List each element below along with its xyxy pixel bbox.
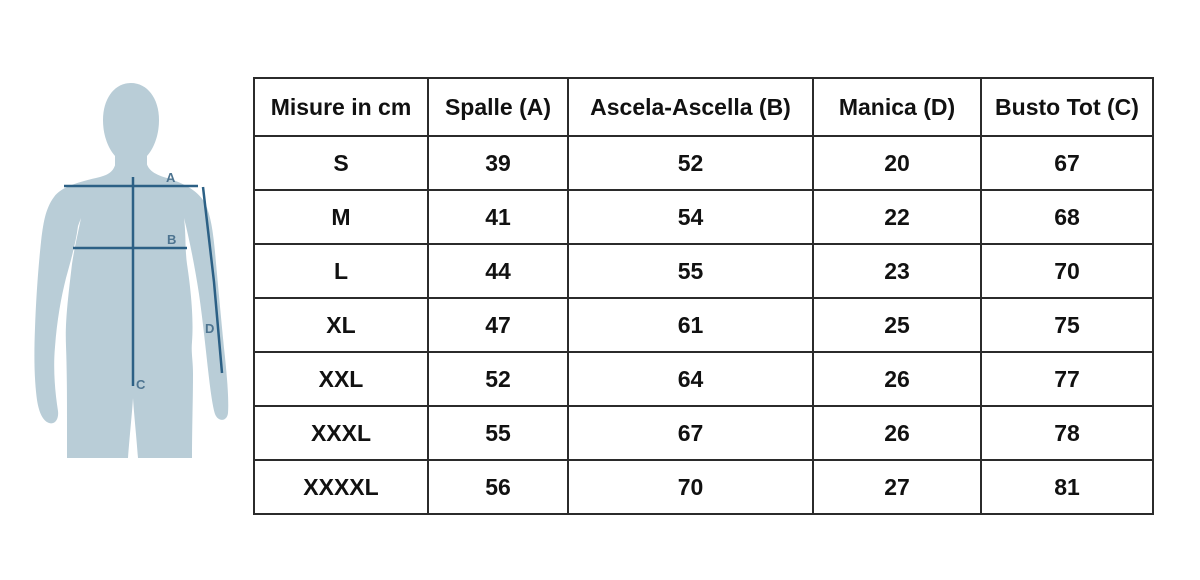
size-cell: S xyxy=(253,135,429,191)
measure-cell: 47 xyxy=(427,297,569,353)
table-row: XXL 52 64 26 77 xyxy=(253,351,1154,407)
measure-cell: 64 xyxy=(567,351,814,407)
size-cell: XXXL xyxy=(253,405,429,461)
silhouette-head xyxy=(103,83,159,162)
column-header: Busto Tot (C) xyxy=(980,77,1154,137)
size-table-header-row: Misure in cm Spalle (A) Ascela-Ascella (B)… xyxy=(253,77,1154,137)
table-row: L 44 55 23 70 xyxy=(253,243,1154,299)
table-row: S 39 52 20 67 xyxy=(253,135,1154,191)
label-a: A xyxy=(166,170,176,185)
measure-cell: 26 xyxy=(812,405,982,461)
measure-cell: 41 xyxy=(427,189,569,245)
measure-cell: 22 xyxy=(812,189,982,245)
table-row: M 41 54 22 68 xyxy=(253,189,1154,245)
size-cell: XXXXL xyxy=(253,459,429,515)
measure-cell: 61 xyxy=(567,297,814,353)
size-table: Misure in cm Spalle (A) Ascela-Ascella (B)… xyxy=(253,77,1154,515)
measure-cell: 67 xyxy=(980,135,1154,191)
measure-cell: 54 xyxy=(567,189,814,245)
measure-cell: 78 xyxy=(980,405,1154,461)
measure-cell: 27 xyxy=(812,459,982,515)
measure-cell: 20 xyxy=(812,135,982,191)
table-row: XXXL 55 67 26 78 xyxy=(253,405,1154,461)
column-header: Misure in cm xyxy=(253,77,429,137)
table-row: XL 47 61 25 75 xyxy=(253,297,1154,353)
measure-cell: 55 xyxy=(567,243,814,299)
sleeve-line-d xyxy=(201,186,224,374)
measure-cell: 75 xyxy=(980,297,1154,353)
measure-cell: 70 xyxy=(980,243,1154,299)
label-d: D xyxy=(205,321,214,336)
size-cell: XXL xyxy=(253,351,429,407)
measure-cell: 23 xyxy=(812,243,982,299)
measure-cell: 26 xyxy=(812,351,982,407)
measure-cell: 56 xyxy=(427,459,569,515)
measure-cell: 68 xyxy=(980,189,1154,245)
measure-cell: 52 xyxy=(427,351,569,407)
column-header: Ascela-Ascella (B) xyxy=(567,77,814,137)
measure-cell: 77 xyxy=(980,351,1154,407)
measure-cell: 25 xyxy=(812,297,982,353)
measure-cell: 55 xyxy=(427,405,569,461)
measure-cell: 52 xyxy=(567,135,814,191)
measure-cell: 39 xyxy=(427,135,569,191)
label-c: C xyxy=(136,377,146,392)
measure-cell: 70 xyxy=(567,459,814,515)
column-header: Spalle (A) xyxy=(427,77,569,137)
table-row: XXXXL 56 70 27 81 xyxy=(253,459,1154,515)
measure-cell: 67 xyxy=(567,405,814,461)
measure-cell: 44 xyxy=(427,243,569,299)
size-cell: XL xyxy=(253,297,429,353)
body-silhouette-svg: A B C D xyxy=(34,83,229,458)
size-cell: M xyxy=(253,189,429,245)
silhouette-body xyxy=(34,158,229,458)
label-b: B xyxy=(167,232,176,247)
measure-cell: 81 xyxy=(980,459,1154,515)
column-header: Manica (D) xyxy=(812,77,982,137)
size-cell: L xyxy=(253,243,429,299)
body-measurement-diagram: A B C D xyxy=(20,70,250,480)
